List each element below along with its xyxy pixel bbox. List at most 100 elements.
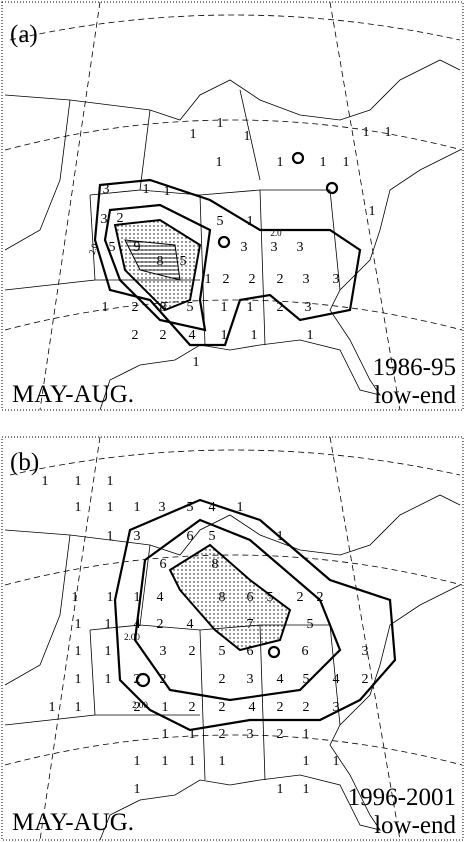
grid-value: 8 (157, 254, 164, 269)
grid-value: 1 (75, 474, 82, 489)
grid-value: 1 (75, 644, 82, 659)
grid-value: 1 (247, 214, 254, 229)
grid-value: 1 (134, 754, 141, 769)
grid-value: 1 (193, 355, 200, 370)
grid-value: 1 (143, 182, 150, 197)
panel-label: (a) (10, 21, 38, 48)
grid-value: 5 (267, 590, 274, 605)
grid-value: 1 (102, 300, 109, 315)
grid-value: 2 (277, 272, 284, 287)
grid-value: 1 (75, 500, 82, 515)
grid-value: 1 (237, 500, 244, 515)
grid-value: 1 (72, 590, 79, 605)
grid-value: 2 (362, 672, 369, 687)
grid-value: 8 (219, 590, 226, 605)
grid-value: 3 (103, 182, 110, 197)
grid-value: 1 (221, 328, 228, 343)
grid-value: 1 (49, 700, 56, 715)
panel-label: (b) (10, 449, 39, 476)
grid-value: 2 (134, 672, 141, 687)
grid-value: 4 (187, 617, 194, 632)
grid-value: 5 (219, 644, 226, 659)
grid-value: 1 (247, 300, 254, 315)
contour-label: 2.00 (132, 700, 148, 710)
period-label: 1996-2001 (348, 784, 456, 811)
grid-value: 1 (134, 500, 141, 515)
grid-value: 1 (307, 328, 314, 343)
grid-value: 6 (302, 644, 309, 659)
map-b (4, 436, 463, 841)
grid-value: 5 (303, 672, 310, 687)
grid-value: 1 (190, 127, 197, 142)
grid-value: 1 (363, 125, 370, 140)
grid-value: 1 (219, 754, 226, 769)
season-label: MAY-AUG. (12, 381, 134, 408)
grid-value: 2 (297, 590, 304, 605)
note-label: low-end (374, 812, 456, 839)
grid-value: 2 (249, 272, 256, 287)
grid-value: 2 (134, 700, 141, 715)
grid-value: 1 (369, 204, 376, 219)
grid-value: 2 (219, 727, 226, 742)
grid-value: 1 (107, 500, 114, 515)
grid-value: 4 (333, 672, 340, 687)
grid-value: 1 (189, 754, 196, 769)
grid-value: 5 (187, 300, 194, 315)
grid-value: 1 (162, 754, 169, 769)
grid-value: 3 (241, 240, 248, 255)
grid-value: 1 (277, 155, 284, 170)
grid-value: 1 (107, 590, 114, 605)
grid-value: 9 (134, 240, 141, 255)
grid-value: 1 (189, 727, 196, 742)
grid-value: 2 (219, 700, 226, 715)
grid-value: 3 (333, 272, 340, 287)
grid-value: 1 (134, 590, 141, 605)
grid-value: 1 (105, 644, 112, 659)
grid-value: 5 (307, 617, 314, 632)
grid-value: 2 (117, 211, 124, 226)
grid-value: 1 (251, 328, 258, 343)
grid-value: 1 (205, 272, 212, 287)
grid-value: 1 (221, 300, 228, 315)
grid-value: 3 (305, 300, 312, 315)
grid-value: 1 (164, 184, 171, 199)
grid-value: 1 (385, 125, 392, 140)
panel-frame (1, 1, 464, 411)
grid-value: 3 (297, 240, 304, 255)
grid-value: 7 (247, 617, 254, 632)
map-a (4, 1, 463, 411)
grid-value: 1 (75, 617, 82, 632)
grid-value: 1 (303, 782, 310, 797)
grid-value: 6 (247, 590, 254, 605)
grid-value: 1 (244, 129, 251, 144)
season-label: MAY-AUG. (12, 809, 134, 836)
grid-value: 3 (101, 212, 108, 227)
grid-value: 6 (247, 644, 254, 659)
grid-value: 5 (180, 254, 187, 269)
grid-value: 1 (333, 754, 340, 769)
grid-value: 8 (212, 557, 219, 572)
grid-value: 1 (107, 529, 114, 544)
grid-value: 1 (277, 529, 284, 544)
grid-value: 2 (223, 272, 230, 287)
grid-value: 1 (320, 155, 327, 170)
grid-value: 2 (157, 617, 164, 632)
grid-value: 1 (75, 700, 82, 715)
grid-value: 3 (303, 272, 310, 287)
grid-value: 2 (277, 727, 284, 742)
grid-value: 3 (333, 700, 340, 715)
grid-value: 1 (303, 727, 310, 742)
grid-value: 3 (247, 672, 254, 687)
grid-value: 4 (157, 590, 164, 605)
grid-value: 2 (317, 590, 324, 605)
grid-value: 6 (187, 529, 194, 544)
grid-value: 1 (105, 672, 112, 687)
grid-value: 2 (219, 672, 226, 687)
grid-value: 3 (159, 500, 166, 515)
grid-value: 4 (209, 500, 216, 515)
grid-value: 3 (160, 644, 167, 659)
period-label: 1986-95 (373, 354, 456, 381)
grid-value: 5 (209, 529, 216, 544)
grid-value: 3 (271, 240, 278, 255)
